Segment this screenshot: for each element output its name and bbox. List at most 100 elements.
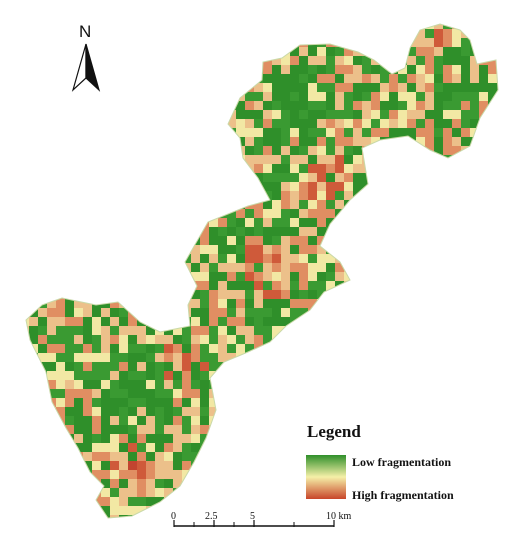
- raster-cell: [92, 56, 102, 66]
- raster-cell: [326, 254, 336, 264]
- raster-cell: [164, 200, 174, 210]
- raster-cell: [47, 452, 57, 462]
- raster-cell: [26, 83, 30, 93]
- raster-cell: [272, 263, 282, 273]
- raster-cell: [245, 488, 255, 498]
- raster-cell: [488, 461, 498, 471]
- raster-cell: [26, 452, 30, 462]
- raster-cell: [209, 110, 219, 120]
- raster-cell: [299, 353, 309, 363]
- raster-cell: [497, 308, 498, 318]
- raster-cell: [371, 362, 381, 372]
- raster-cell: [26, 182, 30, 192]
- raster-cell: [65, 398, 75, 408]
- raster-cell: [416, 65, 426, 75]
- raster-cell: [434, 506, 444, 516]
- raster-cell: [128, 146, 138, 156]
- raster-cell: [74, 245, 84, 255]
- raster-cell: [92, 290, 102, 300]
- raster-cell: [119, 443, 129, 453]
- raster-cell: [254, 398, 264, 408]
- raster-cell: [254, 488, 264, 498]
- raster-cell: [182, 227, 192, 237]
- raster-cell: [470, 461, 480, 471]
- raster-cell: [155, 38, 165, 48]
- raster-cell: [29, 173, 39, 183]
- raster-cell: [488, 110, 498, 120]
- raster-cell: [119, 137, 129, 147]
- raster-cell: [353, 299, 363, 309]
- raster-cell: [452, 128, 462, 138]
- raster-cell: [218, 380, 228, 390]
- raster-cell: [263, 452, 273, 462]
- raster-cell: [470, 83, 480, 93]
- raster-cell: [326, 335, 336, 345]
- raster-cell: [299, 263, 309, 273]
- raster-cell: [92, 119, 102, 129]
- raster-cell: [281, 128, 291, 138]
- raster-cell: [344, 371, 354, 381]
- raster-cell: [308, 137, 318, 147]
- raster-cell: [26, 272, 30, 282]
- raster-cell: [398, 326, 408, 336]
- raster-cell: [173, 74, 183, 84]
- raster-cell: [398, 110, 408, 120]
- raster-cell: [209, 470, 219, 480]
- raster-cell: [254, 515, 264, 518]
- raster-cell: [173, 263, 183, 273]
- raster-cell: [173, 335, 183, 345]
- raster-cell: [155, 380, 165, 390]
- raster-cell: [254, 173, 264, 183]
- raster-cell: [398, 65, 408, 75]
- raster-cell: [209, 146, 219, 156]
- raster-cell: [29, 524, 39, 534]
- raster-cell: [110, 155, 120, 165]
- raster-cell: [56, 236, 66, 246]
- raster-cell: [146, 74, 156, 84]
- raster-cell: [128, 119, 138, 129]
- raster-cell: [56, 317, 66, 327]
- raster-cell: [218, 272, 228, 282]
- raster-cell: [155, 506, 165, 516]
- raster-cell: [425, 470, 435, 480]
- raster-cell: [443, 236, 453, 246]
- raster-cell: [488, 470, 498, 480]
- raster-cell: [308, 56, 318, 66]
- raster-cell: [461, 191, 471, 201]
- raster-cell: [335, 155, 345, 165]
- raster-cell: [209, 65, 219, 75]
- raster-cell: [218, 24, 228, 30]
- raster-cell: [398, 92, 408, 102]
- raster-cell: [119, 470, 129, 480]
- raster-cell: [263, 389, 273, 399]
- raster-cell: [398, 353, 408, 363]
- raster-cell: [218, 461, 228, 471]
- raster-cell: [119, 200, 129, 210]
- raster-cell: [371, 443, 381, 453]
- raster-cell: [443, 173, 453, 183]
- raster-cell: [452, 326, 462, 336]
- raster-cell: [38, 407, 48, 417]
- raster-cell: [488, 389, 498, 399]
- raster-cell: [101, 65, 111, 75]
- raster-cell: [56, 155, 66, 165]
- raster-cell: [191, 47, 201, 57]
- raster-cell: [146, 182, 156, 192]
- raster-cell: [200, 92, 210, 102]
- raster-cell: [200, 38, 210, 48]
- raster-cell: [110, 56, 120, 66]
- raster-cell: [74, 398, 84, 408]
- raster-cell: [227, 497, 237, 507]
- raster-cell: [326, 137, 336, 147]
- raster-cell: [74, 416, 84, 426]
- raster-cell: [398, 218, 408, 228]
- raster-cell: [308, 128, 318, 138]
- raster-cell: [443, 272, 453, 282]
- raster-cell: [443, 110, 453, 120]
- raster-cell: [146, 488, 156, 498]
- raster-cell: [101, 281, 111, 291]
- raster-cell: [344, 299, 354, 309]
- raster-cell: [254, 326, 264, 336]
- raster-cell: [74, 236, 84, 246]
- raster-cell: [110, 389, 120, 399]
